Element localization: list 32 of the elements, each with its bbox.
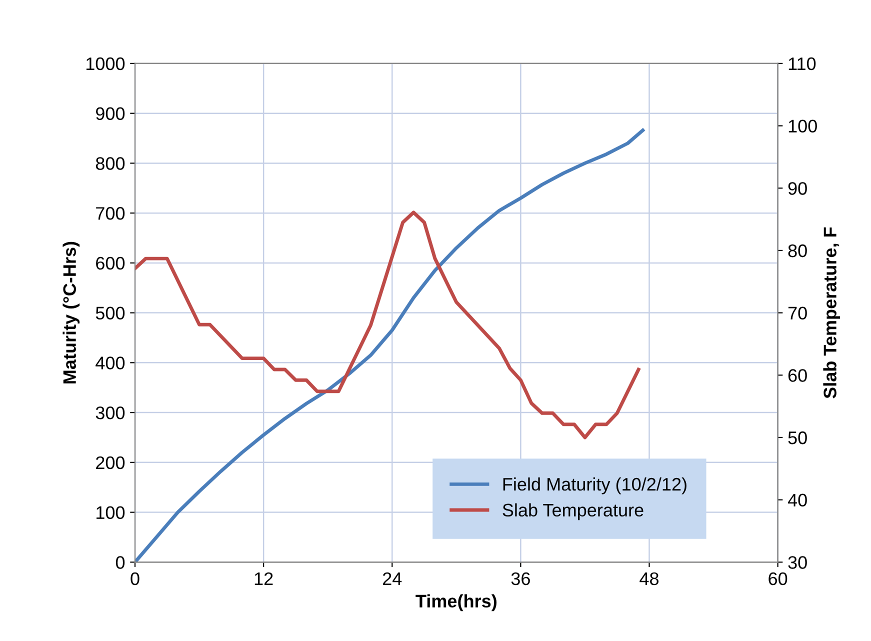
y-tick-label: 1000 [86, 57, 125, 70]
y2-tick-label: 30 [788, 556, 807, 569]
y2-tick-label: 100 [788, 120, 817, 133]
y2-tick-label: 50 [788, 431, 807, 444]
y-tick-label: 800 [96, 157, 125, 170]
x-tick-label: 24 [382, 572, 402, 585]
x-tick-label: 60 [768, 572, 788, 586]
x-tick-label: 48 [640, 572, 658, 586]
x-axis-title: Time(hrs) [416, 594, 496, 612]
x-tick-label: 0 [130, 572, 140, 586]
y-tick-label: 300 [96, 406, 125, 420]
legend-label: Slab Temperature [502, 503, 644, 520]
y-tick-label: 100 [96, 506, 125, 520]
x-tick-label: 36 [511, 572, 530, 586]
y-tick-label: 200 [96, 456, 125, 470]
y-tick-label: 900 [96, 107, 125, 120]
y2-tick-label: 110 [788, 57, 816, 70]
y2-tick-label: 70 [788, 306, 807, 320]
y2-axis-title: Slab Temperature, F [823, 227, 840, 398]
y-tick-label: 500 [96, 306, 125, 320]
legend-label: Field Maturity (10/2/12) [503, 477, 686, 494]
y-tick-label: 600 [96, 256, 125, 270]
line-series [135, 210, 640, 440]
y-tick-label: 0 [116, 556, 125, 569]
y2-tick-label: 80 [788, 244, 807, 258]
y-tick-label: 400 [96, 356, 125, 370]
y-axis-title: Maturity (°C-Hrs) [62, 242, 80, 384]
y2-tick-label: 60 [788, 369, 807, 382]
y-tick-label: 700 [96, 207, 125, 220]
x-tick-label: 12 [254, 572, 273, 585]
y2-tick-label: 40 [788, 494, 807, 507]
y2-tick-label: 90 [788, 182, 807, 195]
